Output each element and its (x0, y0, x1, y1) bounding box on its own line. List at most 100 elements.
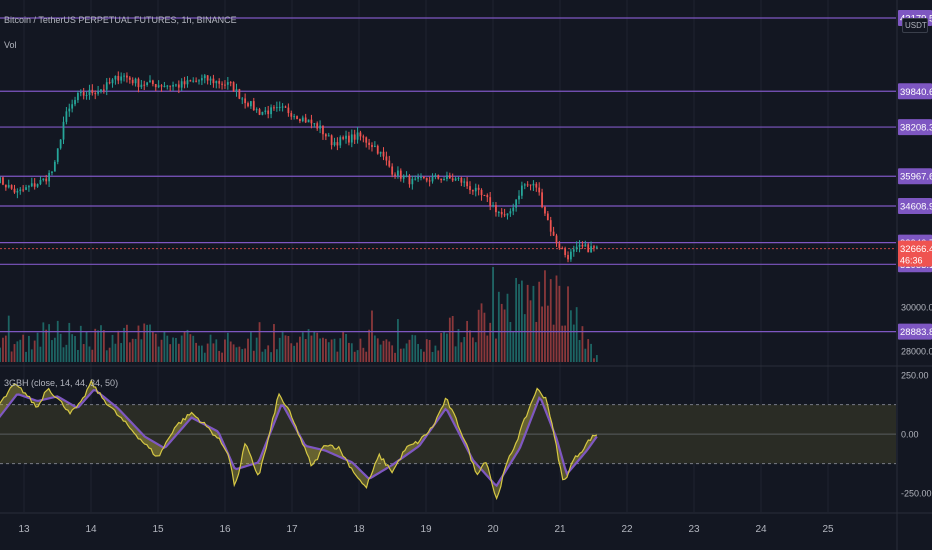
candle-body (460, 177, 463, 183)
volume-bar (177, 343, 180, 362)
volume-bar (221, 352, 223, 362)
date-label[interactable]: 19 (420, 524, 432, 535)
date-label[interactable]: 22 (621, 524, 633, 535)
candle-body (218, 81, 221, 84)
volume-bar (570, 310, 572, 362)
date-label[interactable]: 20 (487, 524, 499, 535)
volume-bar (39, 346, 42, 362)
candle-body (120, 76, 123, 81)
candle-body (88, 89, 91, 95)
candle-body (180, 81, 183, 88)
volume-bar (483, 312, 486, 362)
candle-body (224, 84, 226, 86)
candle-body (399, 170, 402, 179)
volume-bars (0, 267, 598, 362)
candle-body (339, 137, 342, 146)
price-tick-label: 30000.00 (901, 303, 932, 313)
candle-body (538, 187, 541, 193)
candle-body (469, 186, 471, 191)
volume-bar (526, 284, 529, 362)
candle-body (402, 175, 405, 179)
volume-bar (365, 351, 368, 362)
candle-body (25, 187, 27, 190)
currency-label[interactable]: USDT (902, 18, 928, 33)
date-label[interactable]: 25 (822, 524, 834, 535)
volume-bar (348, 342, 350, 362)
candle-body (273, 107, 275, 109)
volume-bar (388, 341, 391, 362)
date-label[interactable]: 13 (18, 524, 30, 535)
volume-bar (244, 348, 247, 362)
candle-body (82, 92, 85, 96)
candle-body (549, 220, 552, 232)
level-tag[interactable] (898, 119, 932, 136)
volume-bar (13, 344, 16, 362)
candle-body (310, 119, 313, 124)
candle-body (546, 213, 549, 221)
candle-body (440, 178, 443, 181)
volume-bar (97, 330, 99, 362)
candle-body (564, 248, 567, 255)
candle-body (62, 121, 65, 140)
candle-body (532, 183, 535, 186)
candle-body (36, 184, 39, 187)
volume-bar (376, 338, 379, 362)
indicator-title: 3GBH (close, 14, 44, 34, 50) (4, 378, 119, 388)
date-label[interactable]: 15 (152, 524, 164, 535)
date-label[interactable]: 21 (554, 524, 566, 535)
volume-bar (552, 324, 555, 362)
candle-body (123, 75, 125, 77)
candle-body (474, 187, 477, 192)
price-axis[interactable]: 43179.5939840.6038208.3735967.6634608.97… (898, 9, 932, 499)
volume-bar (189, 334, 192, 362)
date-axis[interactable]: 13 14 15 16 17 18 19 20 21 22 23 24 25 (18, 524, 834, 535)
level-tag[interactable] (898, 83, 932, 100)
volume-bar (102, 330, 105, 362)
candle-body (350, 134, 353, 143)
candle-body (278, 106, 281, 108)
oscillator-tick-label: -250.00 (901, 489, 932, 499)
volume-bar (203, 352, 206, 362)
candle-body (353, 134, 356, 140)
candle-body (417, 177, 420, 179)
candle-body (198, 80, 200, 82)
candle-body (143, 84, 146, 86)
candle-body (518, 195, 520, 200)
date-label[interactable]: 17 (286, 524, 298, 535)
candle-body (495, 205, 497, 213)
candle-body (575, 246, 578, 250)
candle-body (584, 244, 587, 247)
level-tag[interactable] (898, 323, 932, 340)
level-lines[interactable] (0, 17, 896, 333)
date-label[interactable]: 23 (688, 524, 700, 535)
candle-body (183, 81, 186, 85)
candle-body (382, 151, 385, 157)
level-tag[interactable] (898, 168, 932, 185)
volume-bar (169, 344, 172, 362)
current-price-tag[interactable] (898, 240, 932, 267)
volume-bar (590, 343, 592, 362)
date-label[interactable]: 14 (85, 524, 97, 535)
level-tag[interactable] (898, 198, 932, 215)
date-label[interactable]: 18 (353, 524, 365, 535)
candle-body (394, 174, 396, 176)
candle-body (100, 89, 102, 92)
date-label[interactable]: 24 (755, 524, 767, 535)
volume-bar (218, 350, 221, 362)
volume-bar (42, 322, 45, 362)
volume-bar (172, 337, 174, 362)
volume-bar (65, 344, 68, 362)
candle-body (258, 109, 261, 115)
volume-bar (82, 344, 85, 362)
volume-bar (250, 332, 252, 362)
volume-bar (411, 334, 414, 362)
candle-body (356, 132, 359, 140)
candle-body (68, 108, 71, 112)
date-label[interactable]: 16 (219, 524, 231, 535)
volume-bar (523, 314, 526, 362)
volume-bar (420, 349, 422, 362)
volume-bar (454, 346, 457, 362)
candle-body (541, 192, 543, 208)
